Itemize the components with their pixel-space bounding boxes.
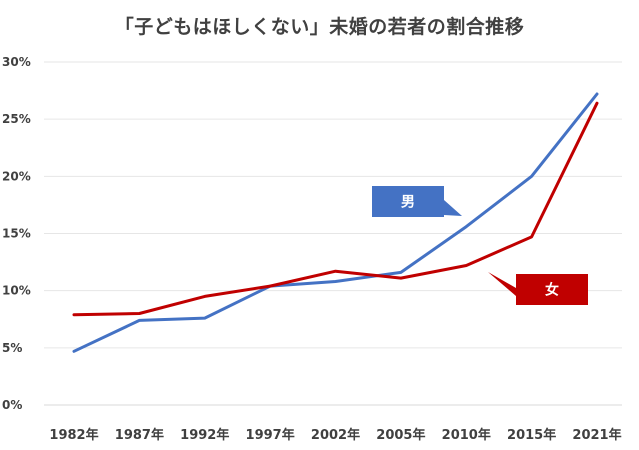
legend-label: 女	[545, 282, 559, 299]
x-tick-label: 2002年	[311, 427, 360, 443]
x-tick-label: 2015年	[507, 427, 556, 443]
y-tick-label: 5%	[2, 341, 22, 355]
callout-pointer	[488, 272, 516, 296]
y-axis: 0% 5% 10% 15% 20% 25% 30%	[2, 55, 31, 412]
series	[72, 92, 599, 353]
y-tick-label: 10%	[2, 284, 31, 298]
y-tick-label: 15%	[2, 227, 31, 241]
x-tick-label: 2021年	[572, 427, 621, 443]
legend-callouts: 男女	[372, 186, 588, 305]
y-tick-label: 30%	[2, 55, 31, 69]
series-line-2	[72, 101, 599, 317]
callout-pointer	[444, 200, 462, 216]
x-tick-label: 2005年	[376, 427, 425, 443]
legend-label: 男	[401, 195, 415, 211]
x-tick-label: 1987年	[115, 427, 164, 443]
y-tick-label: 25%	[2, 112, 31, 126]
legend-callout-box	[372, 186, 444, 217]
y-tick-label: 20%	[2, 169, 31, 183]
series-line-1	[72, 92, 599, 353]
y-tick-label: 0%	[2, 398, 22, 412]
legend-callout-box	[516, 274, 588, 305]
x-axis: 1982年 1987年 1992年 1997年 2002年 2005年 2010年 2015年…	[49, 427, 621, 443]
x-tick-label: 1997年	[246, 427, 295, 443]
x-tick-label: 1992年	[180, 427, 229, 443]
grid	[44, 61, 622, 406]
chart-title: 「子どもはほしくない」未婚の若者の割合推移	[114, 16, 525, 38]
x-tick-label: 1982年	[49, 427, 98, 443]
x-tick-label: 2010年	[442, 427, 491, 443]
